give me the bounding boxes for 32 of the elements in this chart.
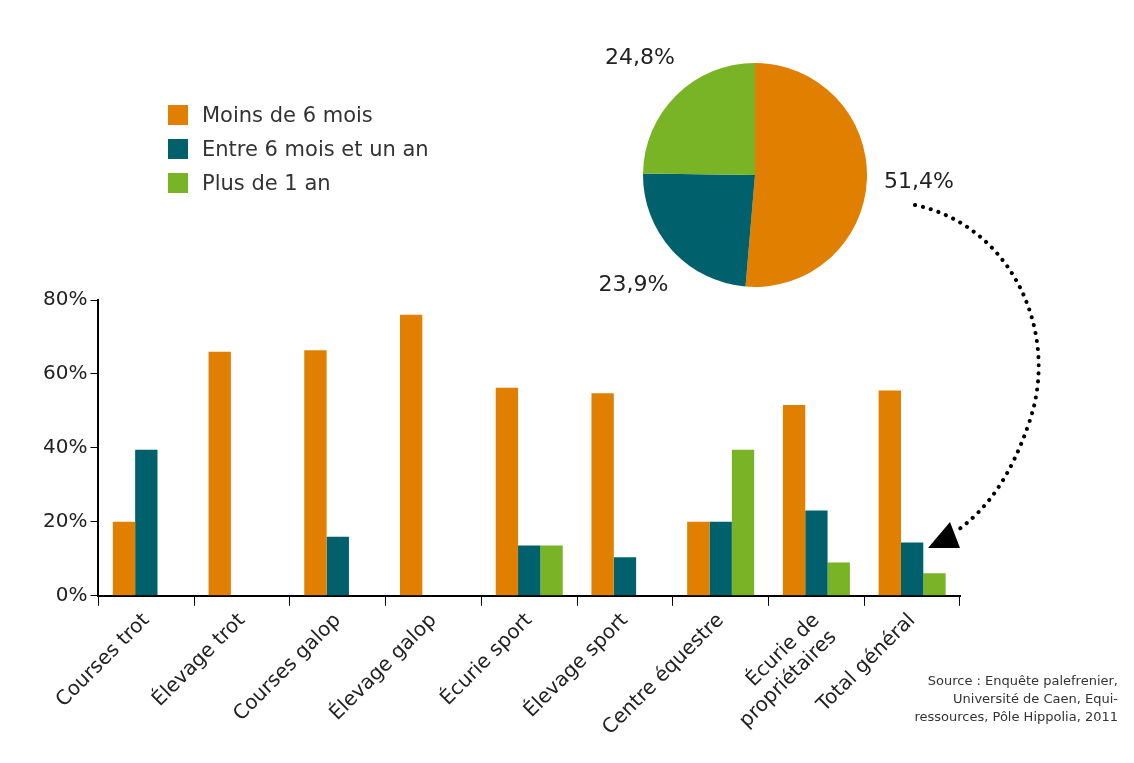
legend-label: Moins de 6 mois (202, 103, 373, 127)
bar (923, 573, 946, 596)
bar (731, 449, 755, 596)
bar (518, 545, 541, 596)
bar (709, 521, 732, 596)
bar (613, 557, 637, 596)
y-tick-label: 20% (43, 508, 88, 533)
bar (208, 351, 231, 596)
bar (495, 387, 519, 596)
source-note: Source : Enquête palefrenier, Université de Caen, Equi-ressources, Pôle Hippolia, 2011 (914, 673, 1118, 726)
bar (304, 350, 327, 596)
data-label: 51,4% (883, 167, 954, 193)
bar (782, 405, 806, 596)
bar (400, 314, 423, 596)
legend-label: Plus de 1 an (202, 171, 331, 195)
bar (878, 390, 901, 596)
y-tick-label: 60% (43, 360, 88, 385)
y-tick-label: 40% (43, 434, 88, 459)
bar (687, 521, 710, 596)
bar (591, 393, 614, 596)
bar (540, 545, 563, 596)
data-label: 24,8% (604, 43, 675, 69)
bar (112, 521, 136, 596)
bar (326, 536, 349, 596)
bar (827, 562, 850, 596)
data-label: 23,9% (598, 270, 669, 296)
y-tick-label: 80% (43, 286, 88, 311)
bar (135, 449, 158, 596)
bar (900, 542, 924, 596)
y-tick-label: 0% (55, 582, 88, 607)
legend-label: Entre 6 mois et un an (202, 137, 429, 161)
bar (805, 510, 828, 596)
